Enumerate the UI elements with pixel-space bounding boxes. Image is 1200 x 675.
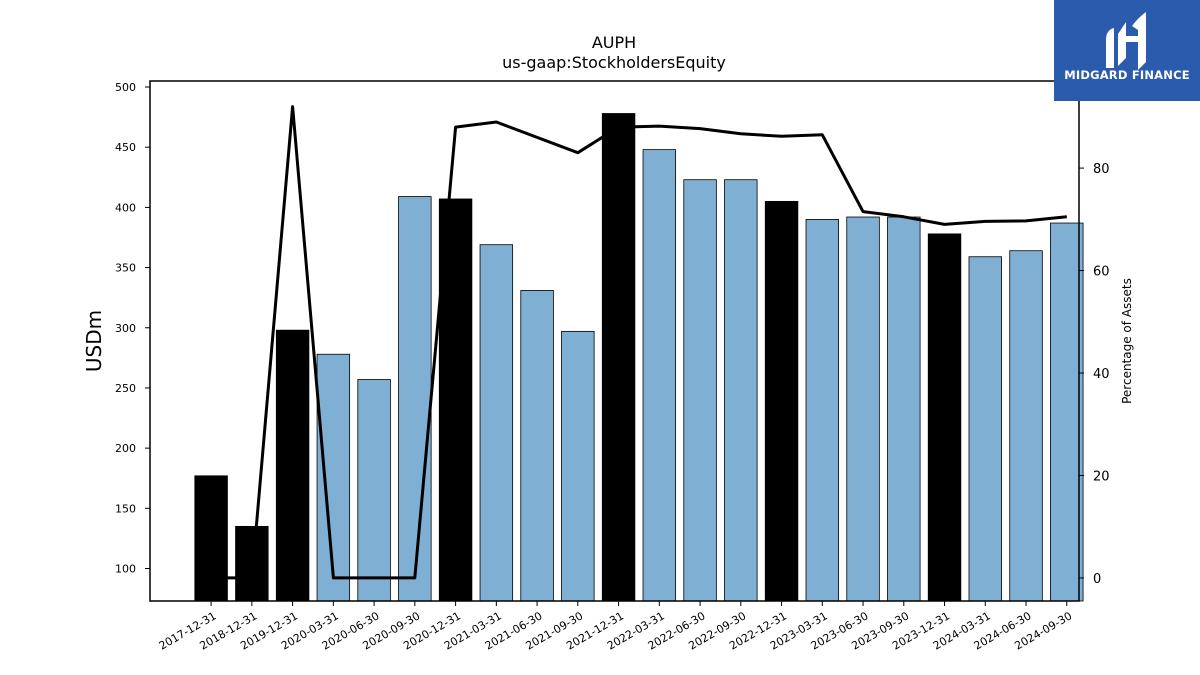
y-tick-label-500: 500 (115, 81, 136, 94)
bar-2021-06-30 (520, 290, 554, 602)
y-tick-label-150: 150 (115, 502, 136, 515)
bar-2023-03-31 (805, 219, 840, 602)
midgard-finance-logo: MIDGARD FINANCE (1054, 0, 1200, 101)
y-tick-label-350: 350 (115, 262, 136, 275)
y2-tick-label-80: 80 (1093, 162, 1110, 177)
bar-2023-06-30 (846, 216, 880, 602)
y-tick-label-100: 100 (115, 563, 136, 576)
y-axis-label: USDm (82, 310, 106, 372)
bar-2022-06-30 (683, 179, 717, 602)
y2-tick-label-0: 0 (1093, 572, 1101, 587)
bar-2021-12-31 (601, 113, 636, 602)
bar-2020-09-30 (398, 196, 432, 602)
bar-2022-09-30 (724, 179, 758, 602)
y-tick-label-300: 300 (115, 322, 136, 335)
bar-2021-03-31 (479, 244, 514, 602)
bar-2021-09-30 (561, 330, 595, 602)
y-tick-label-450: 450 (115, 141, 136, 154)
y-tick-label-200: 200 (115, 442, 136, 455)
bar-2024-03-31 (968, 256, 1002, 602)
bar-2019-12-31 (275, 329, 310, 602)
chart-title: AUPH (592, 33, 636, 52)
y2-tick-label-60: 60 (1093, 265, 1110, 280)
chart-subtitle: us-gaap:StockholdersEquity (502, 53, 726, 72)
y2-axis-label: Percentage of Assets (1120, 278, 1134, 404)
bar-2020-12-31 (438, 198, 473, 602)
y2-tick-label-40: 40 (1093, 367, 1110, 382)
bar-2024-09-30 (1050, 222, 1084, 602)
bar-2020-03-31 (316, 353, 351, 602)
plot-frame (149, 80, 1080, 602)
logo-text: MIDGARD FINANCE (1064, 68, 1190, 82)
bar-2017-12-31 (194, 475, 228, 602)
bar-2020-06-30 (357, 379, 391, 602)
percentage-of-assets-line (211, 105, 1067, 580)
y-tick-label-400: 400 (115, 201, 136, 214)
bar-2024-06-30 (1009, 250, 1043, 602)
y-tick-label-250: 250 (115, 382, 136, 395)
bar-2023-09-30 (887, 216, 921, 602)
y2-tick-label-20: 20 (1093, 469, 1110, 484)
bar-2022-12-31 (764, 200, 799, 602)
logo-mark-icon (1054, 0, 1200, 101)
bar-2023-12-31 (927, 233, 962, 602)
bar-2022-03-31 (642, 149, 677, 602)
